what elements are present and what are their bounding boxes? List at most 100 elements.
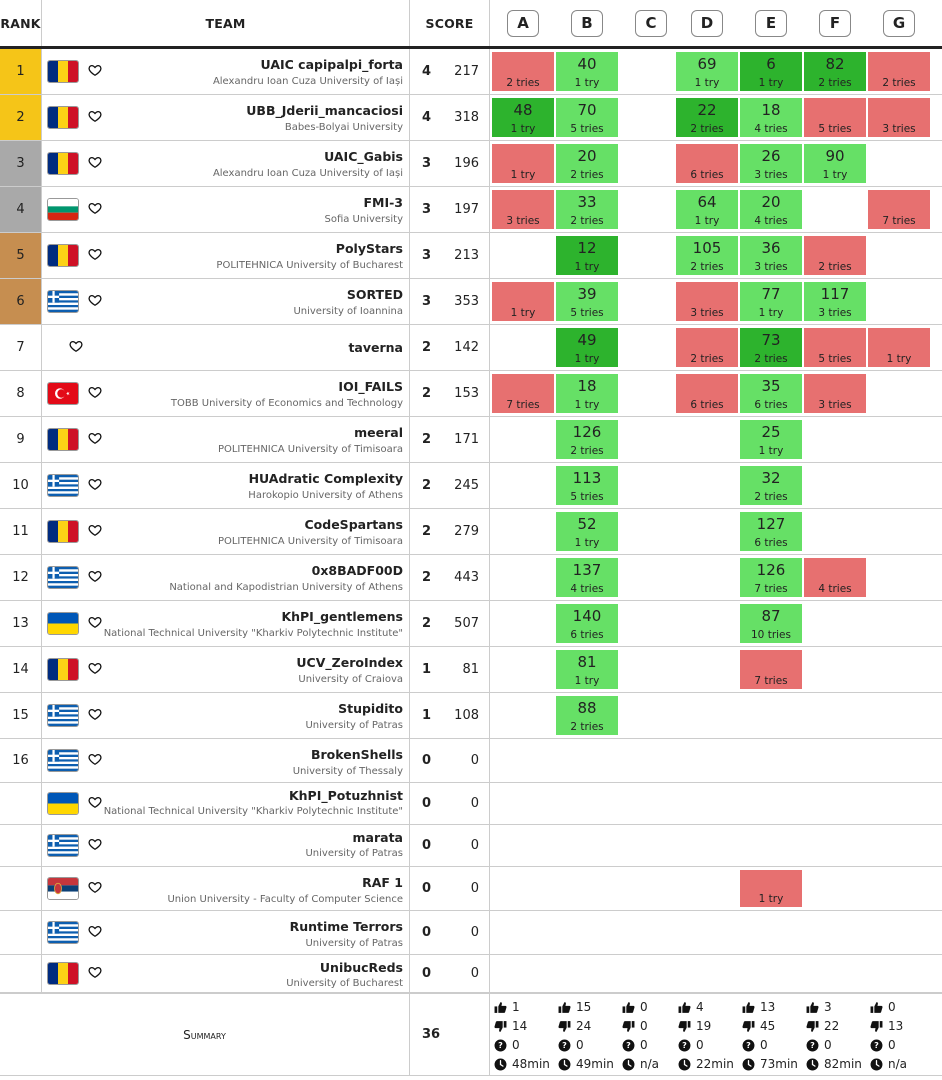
problem-cell-d[interactable]: 6 tries [676, 374, 738, 413]
problem-cell-e[interactable]: 25 1 try [740, 420, 802, 459]
heart-icon[interactable] [69, 338, 85, 354]
problem-cell-d[interactable]: 69 1 try [676, 52, 738, 91]
problem-cell-b[interactable]: 40 1 try [556, 52, 618, 91]
problem-cell-b[interactable]: 81 1 try [556, 650, 618, 689]
heart-icon[interactable] [88, 706, 104, 722]
problem-cell-e[interactable]: 87 10 tries [740, 604, 802, 643]
problem-button[interactable]: E [755, 9, 787, 37]
problem-cell-e[interactable]: 77 1 try [740, 282, 802, 321]
problem-cell-a[interactable]: 1 try [492, 144, 554, 183]
problem-button[interactable]: G [883, 9, 915, 37]
problem-cell-b[interactable]: 137 4 tries [556, 558, 618, 597]
heart-icon[interactable] [88, 476, 104, 492]
heart-icon[interactable] [88, 751, 104, 767]
problem-cell-b[interactable]: 39 5 tries [556, 282, 618, 321]
problem-cell-f[interactable]: 5 tries [804, 328, 866, 367]
problem-cell-e[interactable]: 32 2 tries [740, 466, 802, 505]
problem-cell-e[interactable]: 18 4 tries [740, 98, 802, 137]
problem-cell-g[interactable]: 3 tries [868, 98, 930, 137]
problem-cell-b[interactable]: 126 2 tries [556, 420, 618, 459]
problem-cell-f[interactable]: 5 tries [804, 98, 866, 137]
problem-cell-d[interactable]: 22 2 tries [676, 98, 738, 137]
problem-cell-b[interactable]: 140 6 tries [556, 604, 618, 643]
team-cell: taverna [42, 325, 410, 370]
heart-icon[interactable] [88, 879, 104, 895]
problem-button[interactable]: F [819, 9, 851, 37]
problem-cell-b[interactable]: 52 1 try [556, 512, 618, 551]
heart-icon[interactable] [88, 522, 104, 538]
rejected-count: 13 [888, 1019, 904, 1033]
problem-cell-e[interactable]: 20 4 tries [740, 190, 802, 229]
accepted-count: 3 [824, 1000, 832, 1014]
rejected-count: 45 [760, 1019, 776, 1033]
team-name: PolyStars [335, 241, 403, 256]
problem-cell-f[interactable]: 82 2 tries [804, 52, 866, 91]
problem-cell-f[interactable]: 90 1 try [804, 144, 866, 183]
problem-cell-e[interactable]: 35 6 tries [740, 374, 802, 413]
rank-cell: 5 [0, 233, 42, 278]
heart-icon[interactable] [88, 246, 104, 262]
heart-icon[interactable] [88, 200, 104, 216]
problem-button[interactable]: A [507, 9, 539, 37]
team-university: University of Patras [305, 848, 403, 859]
heart-icon[interactable] [88, 794, 104, 810]
problem-cell-b[interactable]: 20 2 tries [556, 144, 618, 183]
heart-icon[interactable] [88, 836, 104, 852]
problem-cell-f[interactable]: 117 3 tries [804, 282, 866, 321]
score-cell: 3 213 [410, 233, 490, 278]
problem-cell-e[interactable]: 73 2 tries [740, 328, 802, 367]
heart-icon[interactable] [88, 62, 104, 78]
problem-cell-a[interactable]: 48 1 try [492, 98, 554, 137]
heart-icon[interactable] [88, 964, 104, 980]
thumbs-up-icon [870, 1001, 883, 1014]
problem-cell-b[interactable]: 113 5 tries [556, 466, 618, 505]
solved-count: 4 [422, 64, 432, 79]
heart-icon[interactable] [88, 384, 104, 400]
problem-cell-e[interactable]: 26 3 tries [740, 144, 802, 183]
heart-icon[interactable] [88, 568, 104, 584]
problem-cell-a[interactable]: 7 tries [492, 374, 554, 413]
problem-cell-b[interactable]: 70 5 tries [556, 98, 618, 137]
problem-cell-d[interactable]: 2 tries [676, 328, 738, 367]
problem-cell-e[interactable]: 126 7 tries [740, 558, 802, 597]
question-icon: ? [622, 1039, 635, 1052]
problem-cell-a[interactable]: 2 tries [492, 52, 554, 91]
problem-cell-g[interactable]: 1 try [868, 328, 930, 367]
problem-cell-b[interactable]: 33 2 tries [556, 190, 618, 229]
problem-cell-e[interactable]: 1 try [740, 870, 802, 907]
problem-cell-e[interactable]: 6 1 try [740, 52, 802, 91]
heart-icon[interactable] [88, 292, 104, 308]
heart-icon[interactable] [88, 614, 104, 630]
heart-icon[interactable] [88, 660, 104, 676]
problem-cell-b[interactable]: 88 2 tries [556, 696, 618, 735]
problem-cell-a[interactable]: 3 tries [492, 190, 554, 229]
summary-line: 14 [494, 1017, 556, 1036]
problem-cell-e[interactable]: 36 3 tries [740, 236, 802, 275]
problem-header-d: D [676, 0, 738, 46]
problem-cell-d[interactable]: 64 1 try [676, 190, 738, 229]
heart-icon[interactable] [88, 154, 104, 170]
problem-button[interactable]: B [571, 9, 603, 37]
accepted-count: 4 [696, 1000, 704, 1014]
problem-cell-f[interactable]: 2 tries [804, 236, 866, 275]
problem-cell-b[interactable]: 49 1 try [556, 328, 618, 367]
tries-count: 1 try [758, 893, 784, 905]
problem-button[interactable]: C [635, 9, 667, 37]
problem-cell-g[interactable]: 7 tries [868, 190, 930, 229]
problem-cell-d[interactable]: 105 2 tries [676, 236, 738, 275]
heart-icon[interactable] [88, 430, 104, 446]
problem-cell-b[interactable]: 12 1 try [556, 236, 618, 275]
problem-cell-e[interactable]: 7 tries [740, 650, 802, 689]
problem-cell-b[interactable]: 18 1 try [556, 374, 618, 413]
heart-icon[interactable] [88, 923, 104, 939]
problem-cell-a[interactable]: 1 try [492, 282, 554, 321]
rank-cell [0, 867, 42, 910]
heart-icon[interactable] [88, 108, 104, 124]
problem-cell-d[interactable]: 6 tries [676, 144, 738, 183]
problem-cell-e[interactable]: 127 6 tries [740, 512, 802, 551]
problem-cell-d[interactable]: 3 tries [676, 282, 738, 321]
problem-button[interactable]: D [691, 9, 723, 37]
problem-cell-f[interactable]: 4 tries [804, 558, 866, 597]
problem-cell-f[interactable]: 3 tries [804, 374, 866, 413]
problem-cell-g[interactable]: 2 tries [868, 52, 930, 91]
